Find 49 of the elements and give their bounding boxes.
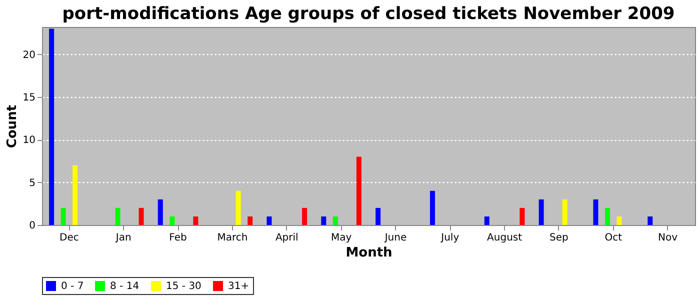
x-tick-label: Sep: [550, 232, 568, 244]
x-axis-title: Month: [346, 246, 392, 260]
legend-label: 8 - 14: [110, 281, 140, 292]
x-tick-label: June: [384, 232, 407, 244]
x-tick-label: May: [330, 232, 352, 244]
x-tick-label: August: [487, 232, 522, 244]
bar: [593, 199, 598, 225]
y-tick-label: 20: [22, 50, 36, 61]
y-axis-title: Count: [4, 104, 20, 148]
bar: [193, 216, 198, 225]
bar: [158, 199, 163, 225]
bar: [520, 208, 525, 225]
bar: [49, 28, 54, 225]
x-tick-label: Dec: [60, 232, 79, 244]
bar: [648, 216, 653, 225]
bar: [430, 190, 435, 225]
legend-label: 31+: [228, 281, 250, 292]
bar: [321, 216, 326, 225]
x-tick-label: July: [440, 232, 460, 244]
x-tick-label: Oct: [604, 232, 622, 244]
legend-label: 0 - 7: [61, 281, 84, 292]
bar: [484, 216, 490, 225]
x-tick-label: Nov: [658, 232, 678, 244]
bar: [376, 208, 381, 225]
bar: [138, 208, 144, 225]
y-tick-label: 15: [22, 92, 36, 104]
x-tick-label: Feb: [169, 232, 187, 244]
legend-label: 15 - 30: [166, 281, 202, 292]
bar: [72, 165, 78, 225]
y-tick-label: 5: [29, 178, 36, 189]
bar: [248, 216, 253, 225]
x-tick-label: Jan: [114, 232, 132, 244]
bar: [302, 208, 308, 225]
bar: [236, 190, 241, 225]
bar: [538, 199, 544, 225]
y-tick-label: 0: [29, 220, 36, 232]
bar: [616, 216, 622, 225]
bar: [604, 208, 610, 225]
bar: [332, 216, 338, 225]
bar: [115, 208, 120, 225]
bar: [170, 216, 175, 225]
x-tick-label: March: [217, 232, 248, 244]
chart-title: port-modifications Age groups of closed tickets November 2009: [62, 4, 675, 24]
bar: [266, 216, 272, 225]
bar: [356, 156, 362, 225]
y-tick-label: 10: [22, 135, 36, 146]
bar: [60, 208, 66, 225]
bar: [562, 199, 568, 225]
x-tick-label: April: [275, 232, 298, 244]
